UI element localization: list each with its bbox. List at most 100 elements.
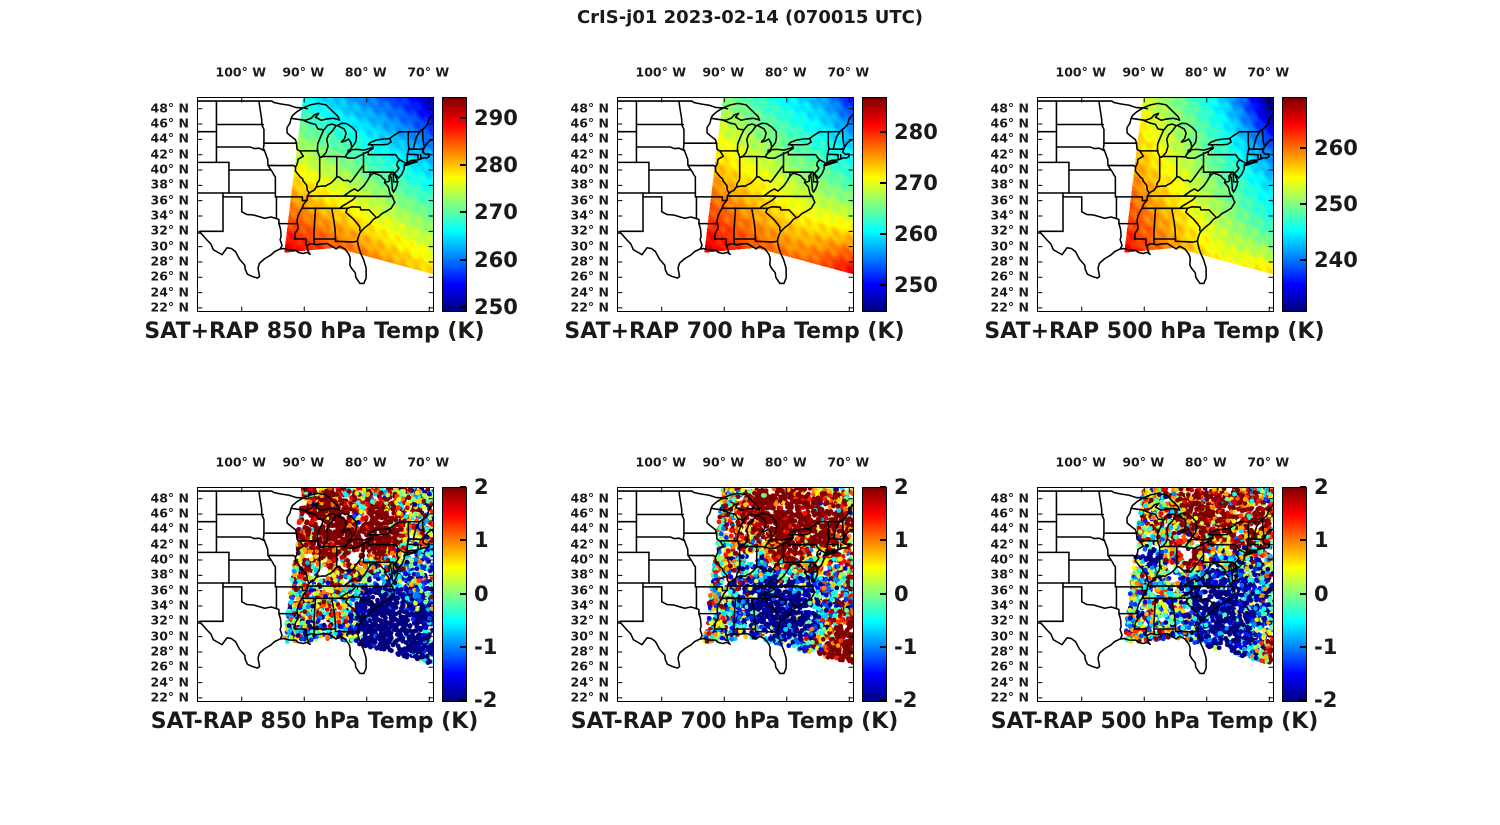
y-tick-label: 38° N xyxy=(150,176,189,192)
colorbar-tick xyxy=(460,305,466,308)
colorbar-tick xyxy=(880,645,886,648)
panel-title-sat_minus_rap_500: SAT-RAP 500 hPa Temp (K) xyxy=(990,709,1319,734)
y-tick-label: 42° N xyxy=(990,146,1029,162)
colorbar-tick-label: 250 xyxy=(474,294,518,319)
panel-sat_plus_rap_850: 100° W 90° W 80° W 70° W 48° N 46° N 44° N 42° … xyxy=(144,65,617,427)
colorbar-tick xyxy=(460,592,466,595)
panel-sat_minus_rap_500: 100° W 90° W 80° W 70° W 48° N 46° N 44° N 42° … xyxy=(991,455,1457,817)
y-tick-label: 48° N xyxy=(150,490,189,506)
y-tick-label: 38° N xyxy=(150,566,189,582)
y-tick-label: 32° N xyxy=(570,222,609,238)
colorbar-tick xyxy=(1300,539,1306,542)
colorbar-tick-label: 270 xyxy=(474,200,518,225)
y-tick-label: 40° N xyxy=(570,551,609,567)
x-tick-label: 80° W xyxy=(1184,64,1227,80)
y-tick-label: 34° N xyxy=(570,207,609,223)
colorbar-tick xyxy=(880,283,886,286)
y-tick-label: 26° N xyxy=(150,268,189,284)
map-canvas-sat_minus_rap_850 xyxy=(197,487,434,702)
y-tick-label: 24° N xyxy=(570,284,609,300)
y-tick-label: 38° N xyxy=(570,176,609,192)
x-tick-label: 80° W xyxy=(344,454,387,470)
colorbar-tick xyxy=(880,486,886,488)
colorbar-tick-label: 260 xyxy=(894,221,938,246)
x-tick-label: 100° W xyxy=(635,64,686,80)
y-tick-label: 42° N xyxy=(570,146,609,162)
y-tick-label: 22° N xyxy=(570,299,609,315)
panel-sat_minus_rap_850: 100° W 90° W 80° W 70° W 48° N 46° N 44° N 42° … xyxy=(151,455,617,817)
y-tick-label: 34° N xyxy=(990,207,1029,223)
y-tick-label: 38° N xyxy=(990,176,1029,192)
y-tick-label: 48° N xyxy=(150,100,189,116)
colorbar-tick xyxy=(460,699,466,701)
colorbar-tick xyxy=(460,164,466,167)
y-tick-label: 34° N xyxy=(150,597,189,613)
colorbar-tick xyxy=(1300,147,1306,150)
y-tick-label: 26° N xyxy=(150,658,189,674)
x-tick-label: 100° W xyxy=(635,454,686,470)
colorbar-tick xyxy=(1300,486,1306,488)
colorbar-tick-label: 2 xyxy=(1314,475,1329,499)
x-tick-label: 80° W xyxy=(1184,454,1227,470)
colorbar-tick-label: 1 xyxy=(474,528,489,553)
y-tick-label: 28° N xyxy=(150,643,189,659)
y-tick-label: 30° N xyxy=(570,628,609,644)
y-tick-label: 44° N xyxy=(150,130,189,146)
x-tick-label: 100° W xyxy=(1055,454,1106,470)
y-tick-label: 24° N xyxy=(150,674,189,690)
y-tick-label: 44° N xyxy=(570,130,609,146)
y-tick-label: 30° N xyxy=(570,238,609,254)
x-tick-label: 90° W xyxy=(1122,454,1165,470)
y-tick-label: 34° N xyxy=(990,597,1029,613)
panel-sat_plus_rap_500: 100° W 90° W 80° W 70° W 48° N 46° N 44° N 42° … xyxy=(984,65,1457,427)
y-tick-label: 26° N xyxy=(570,658,609,674)
y-tick-label: 26° N xyxy=(990,658,1029,674)
colorbar-tick-label: 270 xyxy=(894,170,938,195)
y-tick-label: 42° N xyxy=(570,536,609,552)
y-tick-label: 22° N xyxy=(990,299,1029,315)
x-tick-label: 80° W xyxy=(764,454,807,470)
y-tick-label: 38° N xyxy=(570,566,609,582)
colorbar-tick-label: 260 xyxy=(1314,136,1358,161)
y-tick-label: 42° N xyxy=(990,536,1029,552)
x-tick-label: 70° W xyxy=(407,454,450,470)
colorbar-tick xyxy=(1300,258,1306,261)
map-canvas-sat_minus_rap_700 xyxy=(617,487,854,702)
colorbar-tick xyxy=(460,117,466,120)
colorbar-sat_minus_rap_850 xyxy=(442,487,467,702)
y-tick-label: 24° N xyxy=(150,284,189,300)
colorbar-sat_minus_rap_500 xyxy=(1282,487,1307,702)
y-tick-label: 34° N xyxy=(150,207,189,223)
x-tick-label: 90° W xyxy=(702,454,745,470)
panel-title-sat_plus_rap_500: SAT+RAP 500 hPa Temp (K) xyxy=(984,319,1325,344)
map-canvas-sat_plus_rap_850 xyxy=(197,97,434,312)
y-tick-label: 26° N xyxy=(990,268,1029,284)
colorbar-tick-label: -1 xyxy=(474,634,498,659)
y-tick-label: 40° N xyxy=(990,161,1029,177)
y-tick-label: 44° N xyxy=(990,130,1029,146)
colorbar-tick xyxy=(460,486,466,488)
y-tick-label: 30° N xyxy=(990,628,1029,644)
colorbar-sat_plus_rap_700 xyxy=(862,97,887,312)
colorbar-tick-label: 250 xyxy=(894,272,938,297)
colorbar-tick xyxy=(1300,645,1306,648)
y-tick-label: 24° N xyxy=(570,674,609,690)
colorbar-tick xyxy=(460,258,466,261)
colorbar-tick-label: 250 xyxy=(1314,192,1358,217)
panel-title-sat_plus_rap_700: SAT+RAP 700 hPa Temp (K) xyxy=(564,319,905,344)
x-tick-label: 80° W xyxy=(344,64,387,80)
y-tick-label: 32° N xyxy=(570,612,609,628)
x-tick-label: 90° W xyxy=(1122,64,1165,80)
y-tick-label: 28° N xyxy=(570,643,609,659)
y-tick-label: 46° N xyxy=(570,505,609,521)
colorbar-tick-label: -2 xyxy=(1314,688,1338,712)
y-tick-label: 22° N xyxy=(990,689,1029,705)
map-canvas-sat_minus_rap_500 xyxy=(1037,487,1274,702)
colorbar-sat_plus_rap_850 xyxy=(442,97,467,312)
colorbar-tick-label: -2 xyxy=(894,688,918,712)
x-tick-label: 90° W xyxy=(702,64,745,80)
colorbar-tick xyxy=(880,539,886,542)
colorbar-tick xyxy=(460,211,466,214)
x-tick-label: 70° W xyxy=(1247,454,1290,470)
